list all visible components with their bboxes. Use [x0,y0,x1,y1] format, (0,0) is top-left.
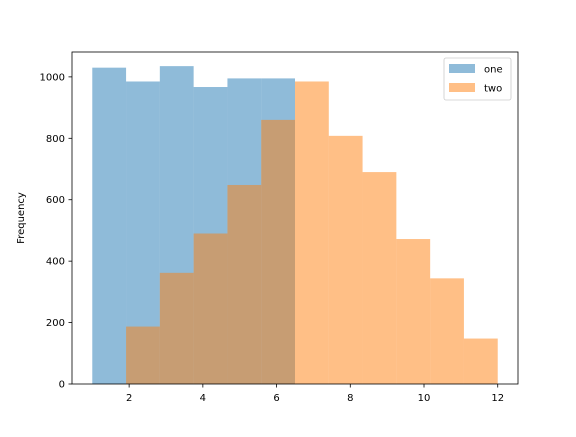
y-tick-label-600: 600 [46,195,65,206]
bar-two-2 [193,233,228,384]
x-tick-label-12: 12 [491,393,504,404]
legend: one two [443,57,512,101]
x-tick-label-4: 4 [200,393,206,404]
bar-two-1 [159,272,194,384]
x-tick-label-6: 6 [273,393,279,404]
bar-two-3 [227,184,262,384]
plot-frame [71,51,519,385]
x-axis-ticks: 2 4 6 8 10 12 [126,384,504,404]
legend-swatch-two [449,83,475,92]
bar-one-0 [92,67,127,385]
bar-two-6 [328,135,363,384]
y-tick-label-0: 0 [59,380,65,391]
x-tick-label-8: 8 [347,393,353,404]
x-tick-label-10: 10 [418,393,431,404]
bar-two-0 [126,326,160,384]
y-tick-label-400: 400 [46,257,65,268]
bar-two-10 [463,338,498,384]
legend-label-two: two [484,84,502,95]
bars-layer [92,66,498,385]
y-axis-label: Frequency [16,192,27,244]
legend-swatch-one [449,64,475,73]
y-axis-ticks: 0 200 400 600 800 1000 [40,72,72,391]
bar-two-8 [396,239,431,384]
y-tick-label-800: 800 [46,134,65,145]
x-tick-label-2: 2 [126,393,132,404]
bar-two-5 [295,81,329,384]
bar-two-7 [362,172,397,384]
y-tick-label-200: 200 [46,318,65,329]
y-tick-label-1000: 1000 [40,72,65,83]
bar-two-9 [430,278,464,384]
legend-label-one: one [484,65,503,76]
bar-two-4 [261,119,295,384]
